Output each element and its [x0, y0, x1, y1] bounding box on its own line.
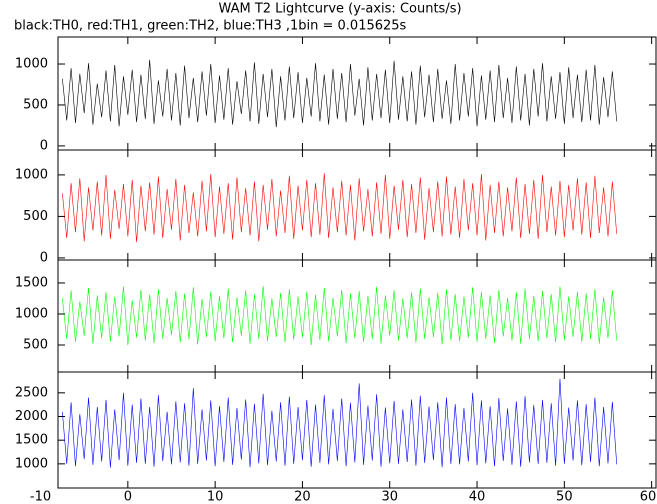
- lightcurve: [62, 173, 618, 243]
- y-tick-label: 1500: [15, 275, 48, 290]
- panel-frame: [57, 36, 657, 151]
- y-tick-label: 2000: [15, 409, 48, 424]
- y-tick-label: 0: [40, 138, 48, 153]
- y-tick-label: 1000: [15, 57, 48, 72]
- x-tick-label: 40: [469, 490, 486, 504]
- x-tick-label: 60: [640, 490, 657, 504]
- x-tick-label: 10: [207, 490, 224, 504]
- x-tick-label: 30: [381, 490, 398, 504]
- lightcurve: [62, 59, 618, 128]
- y-tick-label: 500: [23, 338, 48, 353]
- y-tick-label: 2500: [15, 385, 48, 400]
- y-tick-label: 0: [40, 250, 48, 265]
- y-tick-label: 500: [23, 97, 48, 112]
- y-tick-label: 1000: [15, 456, 48, 471]
- y-tick-label: 1000: [15, 306, 48, 321]
- x-tick-label: 20: [294, 490, 311, 504]
- lightcurve: [62, 378, 618, 468]
- x-tick-label: 50: [556, 490, 573, 504]
- panel-frame: [57, 371, 657, 489]
- y-tick-label: 1500: [15, 433, 48, 448]
- y-tick-label: 1000: [15, 167, 48, 182]
- y-tick-label: 500: [23, 209, 48, 224]
- chart-title: WAM T2 Lightcurve (y-axis: Counts/s): [218, 2, 461, 17]
- x-tick-label: 0: [124, 490, 132, 504]
- lightcurve: [62, 286, 618, 346]
- x-tick-label: -10: [30, 490, 51, 504]
- chart-subtitle: black:TH0, red:TH1, green:TH2, blue:TH3 …: [14, 19, 407, 34]
